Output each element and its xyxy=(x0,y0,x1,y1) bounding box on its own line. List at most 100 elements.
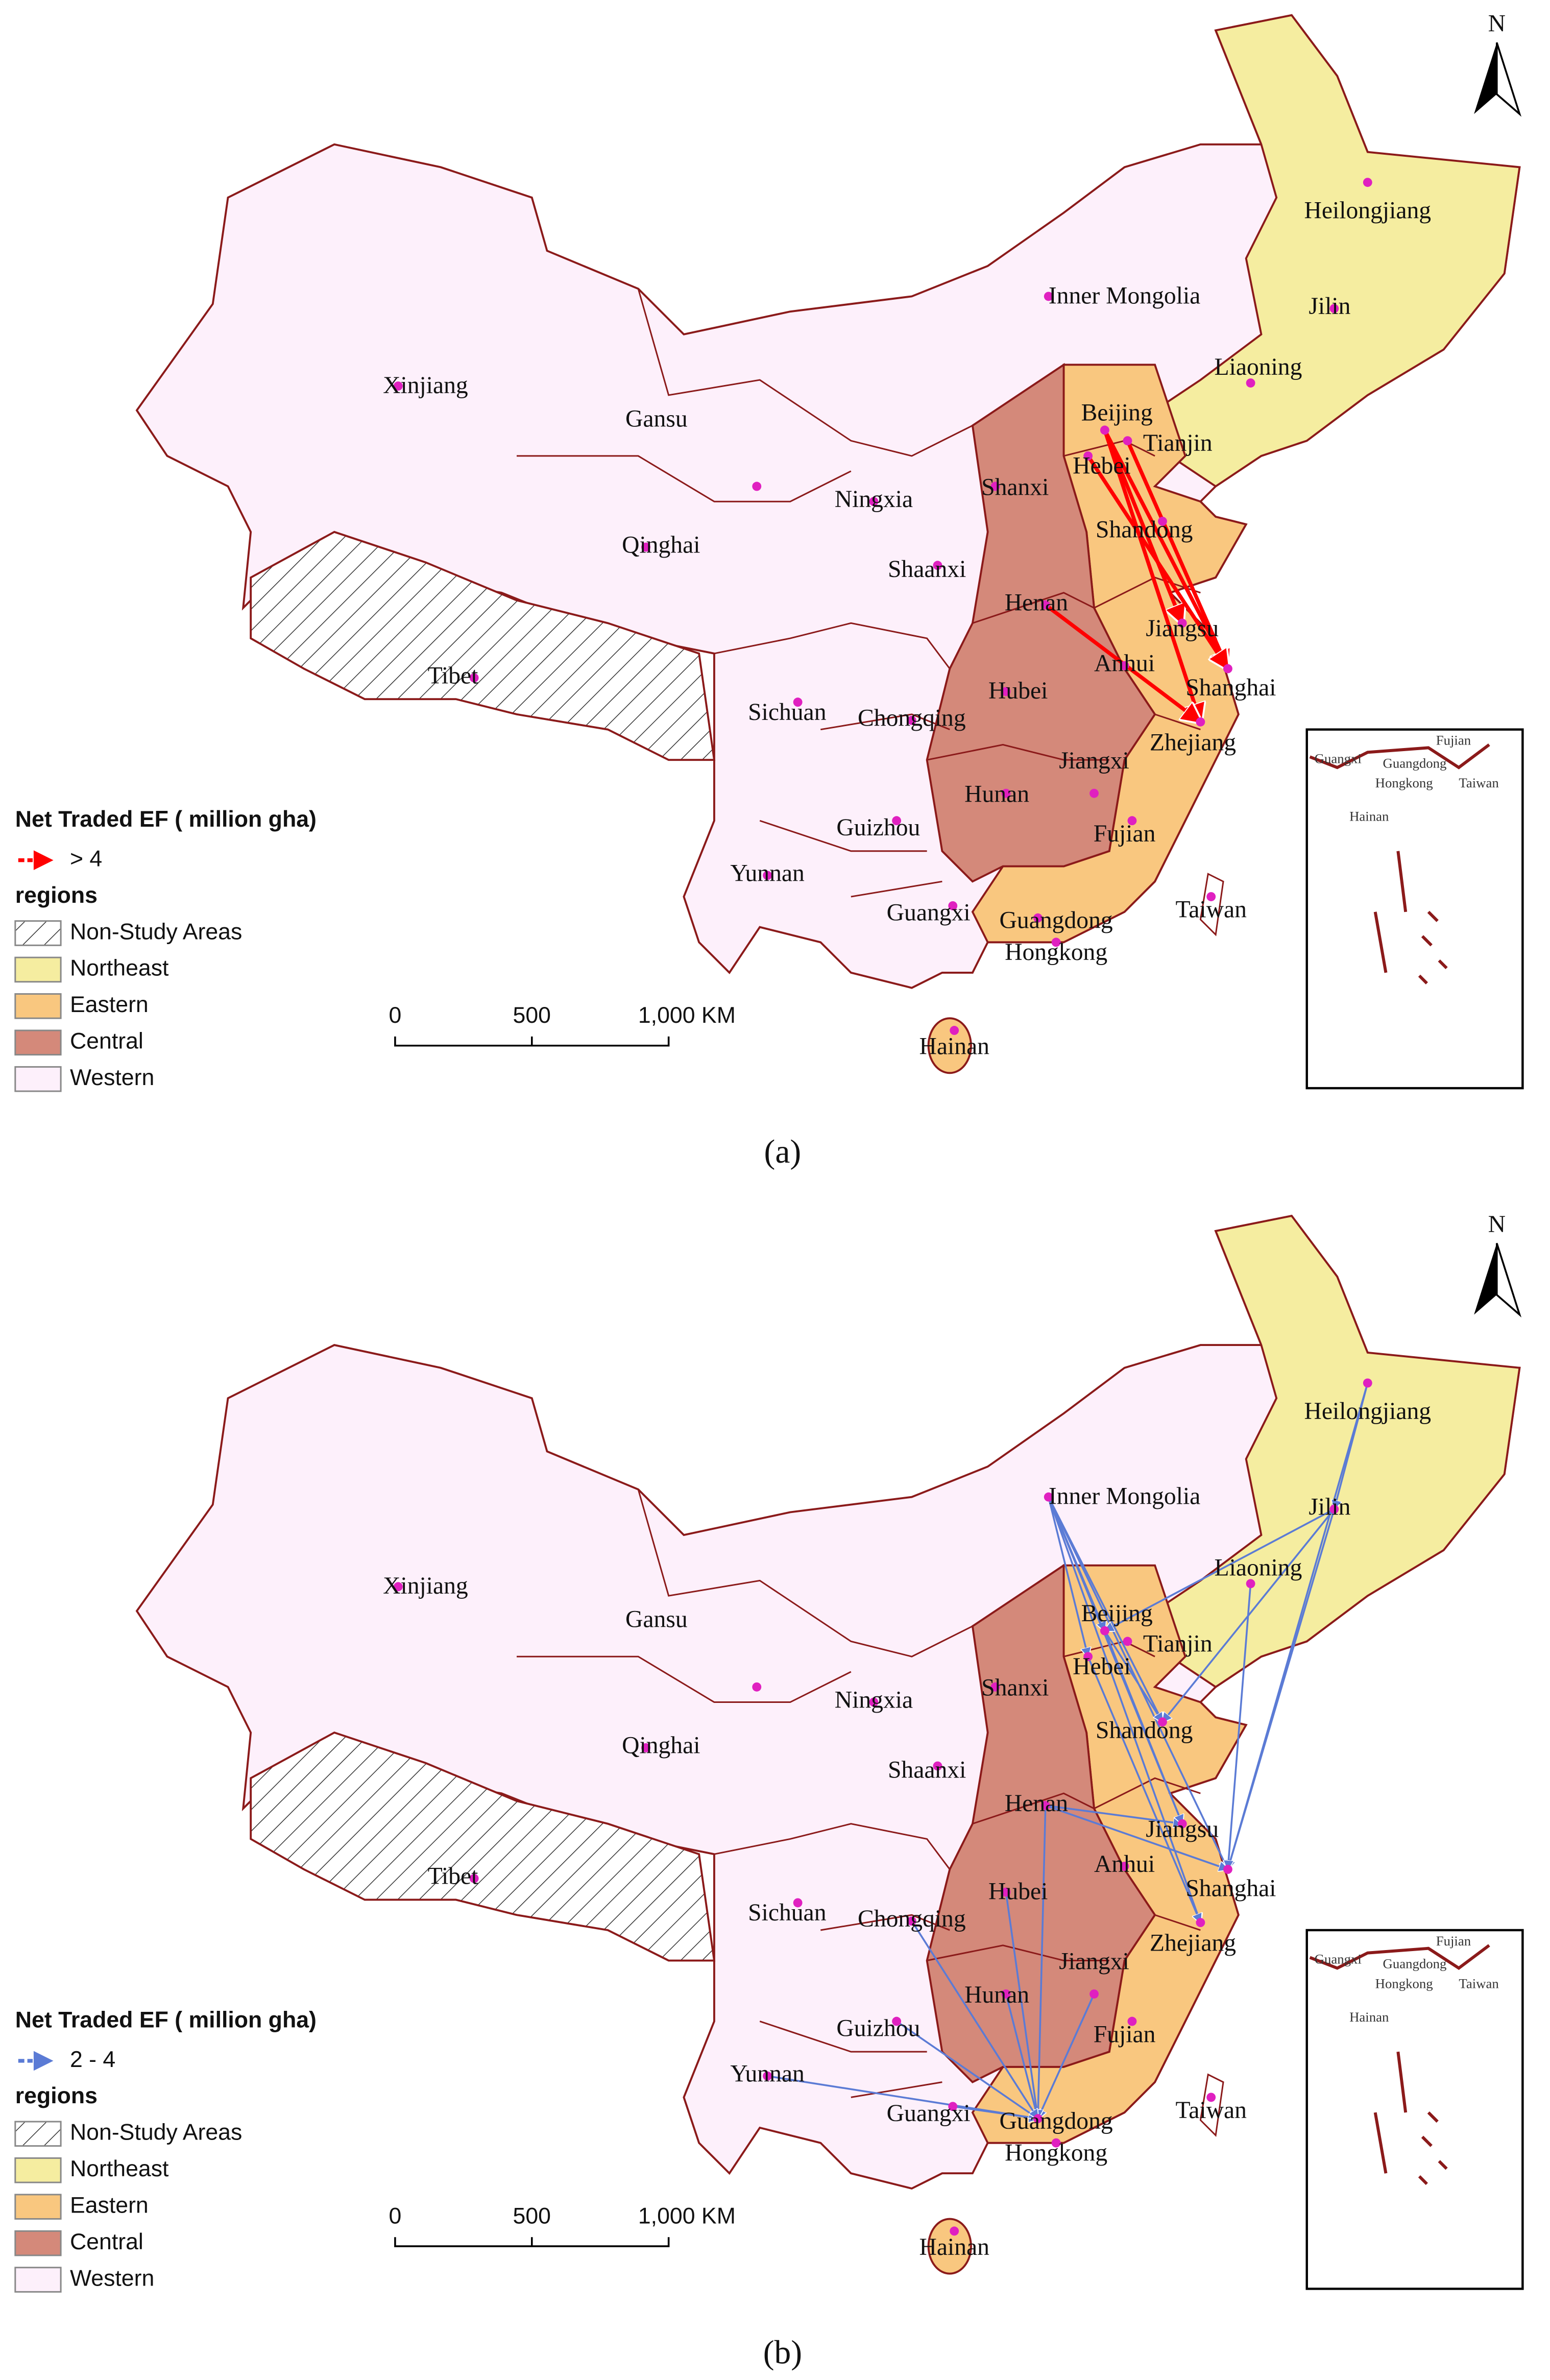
map-panel: Heilongjiang Jilin Liaoning Inner Mongolia X… xyxy=(14,1211,1524,2371)
province-label: Shandong xyxy=(1096,1717,1193,1744)
province-label: Hubei xyxy=(988,1878,1048,1905)
legend-label: Eastern xyxy=(70,992,149,1017)
province-border xyxy=(714,1823,951,1870)
province-dot xyxy=(641,542,650,552)
flow-arrow xyxy=(1086,454,1228,669)
province-border xyxy=(637,1489,973,1657)
province-label: Shanxi xyxy=(981,474,1049,500)
province-dot xyxy=(1123,436,1132,446)
province-label: Guangxi xyxy=(887,900,971,926)
legend-label: Northeast xyxy=(70,2156,169,2181)
province-border xyxy=(517,455,852,502)
legend-regions-title: regions xyxy=(15,883,98,908)
province-label: Hainan xyxy=(919,1033,989,1060)
flow-arrow xyxy=(1045,1805,1228,1869)
inset-label: Taiwan xyxy=(1459,1976,1498,1991)
flow-arrow xyxy=(1104,1630,1162,1722)
province-dot xyxy=(1177,618,1187,628)
legend-swatch xyxy=(14,2267,62,2293)
province-dot xyxy=(1083,1652,1093,1662)
province-border xyxy=(759,820,927,852)
scale-label: 500 xyxy=(513,2203,551,2228)
province-dot xyxy=(1223,1865,1232,1874)
province-dot xyxy=(1127,816,1137,826)
province-dot xyxy=(1001,1989,1011,1999)
province-label: Shanxi xyxy=(981,1675,1049,1701)
province-label: Guizhou xyxy=(836,2015,920,2041)
province-dot xyxy=(1177,1819,1187,1829)
flow-arrow xyxy=(1038,1805,1047,2119)
province-label: Anhui xyxy=(1094,651,1155,677)
province-label: Heilongjiang xyxy=(1304,198,1431,224)
province-label: Hainan xyxy=(919,2234,989,2261)
province-label: Chongqing xyxy=(858,705,966,732)
legend-swatch xyxy=(14,993,62,1019)
province-dot xyxy=(1083,451,1093,461)
province-label: Liaoning xyxy=(1215,1555,1302,1581)
legend-swatch xyxy=(14,2230,62,2256)
province-dot xyxy=(1001,1887,1011,1897)
legend-label: Central xyxy=(70,1029,143,1054)
inset-coast xyxy=(1309,743,1490,984)
province-dot xyxy=(1196,1918,1205,1928)
province-label: Hongkong xyxy=(1005,939,1107,966)
province-label: Henan xyxy=(1005,590,1068,616)
legend-swatch xyxy=(14,2157,62,2183)
province-dot xyxy=(1206,892,1216,901)
province-dot xyxy=(763,2071,772,2081)
legend-label: Non-Study Areas xyxy=(70,2120,242,2145)
legend-flow-label: > 4 xyxy=(70,846,102,871)
province-label: Taiwan xyxy=(1176,2097,1247,2124)
province-dot xyxy=(1040,1801,1050,1810)
province-border xyxy=(851,2081,942,2098)
province-dot xyxy=(1089,1989,1099,1999)
province-border xyxy=(851,880,942,898)
province-dot xyxy=(1363,1378,1372,1388)
flow-arrow xyxy=(1005,1993,1038,2119)
province-label: Hongkong xyxy=(1005,2139,1107,2166)
province-label: Beijing xyxy=(1081,399,1153,426)
province-dot xyxy=(990,482,1000,491)
legend-title: Net Traded EF ( million gha) xyxy=(15,2007,317,2032)
province-label: Heilongjiang xyxy=(1304,1398,1431,1425)
inset-label: Guangxi xyxy=(1315,751,1362,766)
province-dot xyxy=(892,2016,902,2026)
legend-label: Western xyxy=(70,2266,154,2291)
province-dot xyxy=(469,1873,479,1883)
province-border xyxy=(927,1944,1109,1962)
province-label: Tianjin xyxy=(1143,430,1213,456)
province-border xyxy=(759,2021,927,2053)
province-dot xyxy=(892,816,902,826)
region-shape xyxy=(927,1017,972,1074)
province-label: Ningxia xyxy=(835,486,913,513)
province-border xyxy=(972,1792,1095,1825)
province-label: Gansu xyxy=(625,405,688,432)
province-label: Chongqing xyxy=(858,1906,966,1932)
province-label: Jiangsu xyxy=(1146,615,1219,642)
province-dot xyxy=(1040,600,1050,610)
province-dot xyxy=(1051,937,1061,947)
province-dot xyxy=(752,1682,762,1692)
region-shape xyxy=(250,531,716,761)
flow-arrow xyxy=(1334,1383,1369,1509)
flow-arrow xyxy=(911,1920,1038,2119)
north-arrow xyxy=(1474,42,1497,114)
inset-label: Hainan xyxy=(1349,808,1389,824)
province-dot xyxy=(1033,913,1043,923)
province-label: Hubei xyxy=(988,678,1048,704)
province-border xyxy=(820,713,950,731)
region-shape xyxy=(1153,14,1521,488)
province-label: Qinghai xyxy=(622,1733,700,1759)
inset-label: Hainan xyxy=(1349,2009,1389,2025)
legend-swatch xyxy=(14,956,62,983)
province-label: Zhejiang xyxy=(1150,1930,1236,1957)
flow-arrow xyxy=(896,2021,1038,2119)
province-label: Hunan xyxy=(964,781,1029,808)
inset-label: Fujian xyxy=(1436,1933,1471,1949)
province-dot xyxy=(869,497,879,507)
province-label: Sichuan xyxy=(748,1900,827,1926)
province-label: Shanghai xyxy=(1185,675,1276,701)
province-dot xyxy=(950,2226,959,2236)
province-dot xyxy=(1223,664,1232,674)
